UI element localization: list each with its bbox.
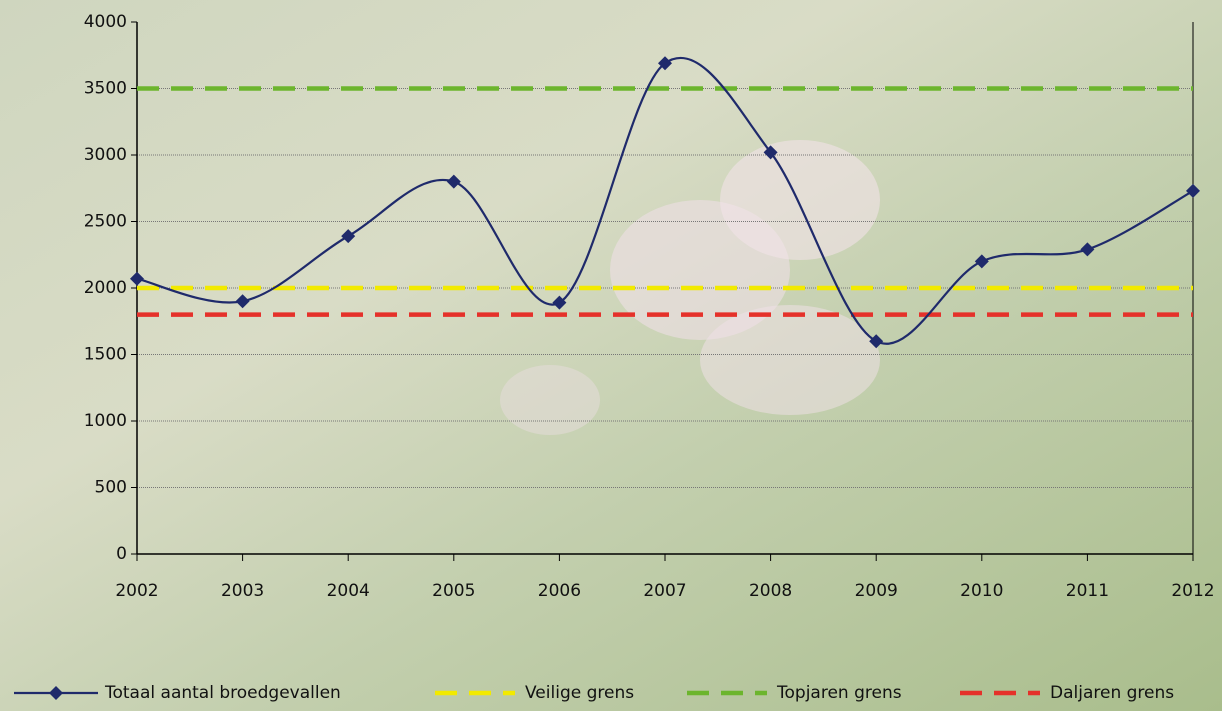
x-tick-label: 2002 [115,581,158,601]
y-tick-label: 1500 [84,345,127,365]
y-tick-label: 2000 [84,278,127,298]
y-tick-label: 500 [95,478,127,498]
x-tick-label: 2006 [538,581,581,601]
x-tick-label: 2008 [749,581,792,601]
x-tick-label: 2005 [432,581,475,601]
legend-label: Daljaren grens [1050,683,1174,703]
background [0,0,1222,711]
background-blossom [500,365,600,435]
legend-label: Topjaren grens [776,683,902,703]
x-tick-label: 2004 [327,581,370,601]
x-tick-label: 2012 [1171,581,1214,601]
y-tick-label: 1000 [84,411,127,431]
y-tick-label: 0 [116,544,127,564]
background-blossom [700,305,880,415]
page: 0 500 1000 1500 2000 2500 3000 3500 4000 2002 2003… [0,0,1222,711]
x-tick-label: 2010 [960,581,1003,601]
x-tick-label: 2003 [221,581,264,601]
legend-label: Veilige grens [525,683,634,703]
y-tick-label: 3500 [84,79,127,99]
y-tick-label: 3000 [84,145,127,165]
y-tick-label: 2500 [84,212,127,232]
background-blossom [720,140,880,260]
x-tick-label: 2011 [1066,581,1109,601]
x-tick-label: 2009 [855,581,898,601]
x-tick-label: 2007 [643,581,686,601]
chart: 0 500 1000 1500 2000 2500 3000 3500 4000 2002 2003… [0,0,1222,711]
y-tick-label: 4000 [84,12,127,32]
legend-label: Totaal aantal broedgevallen [104,683,341,703]
